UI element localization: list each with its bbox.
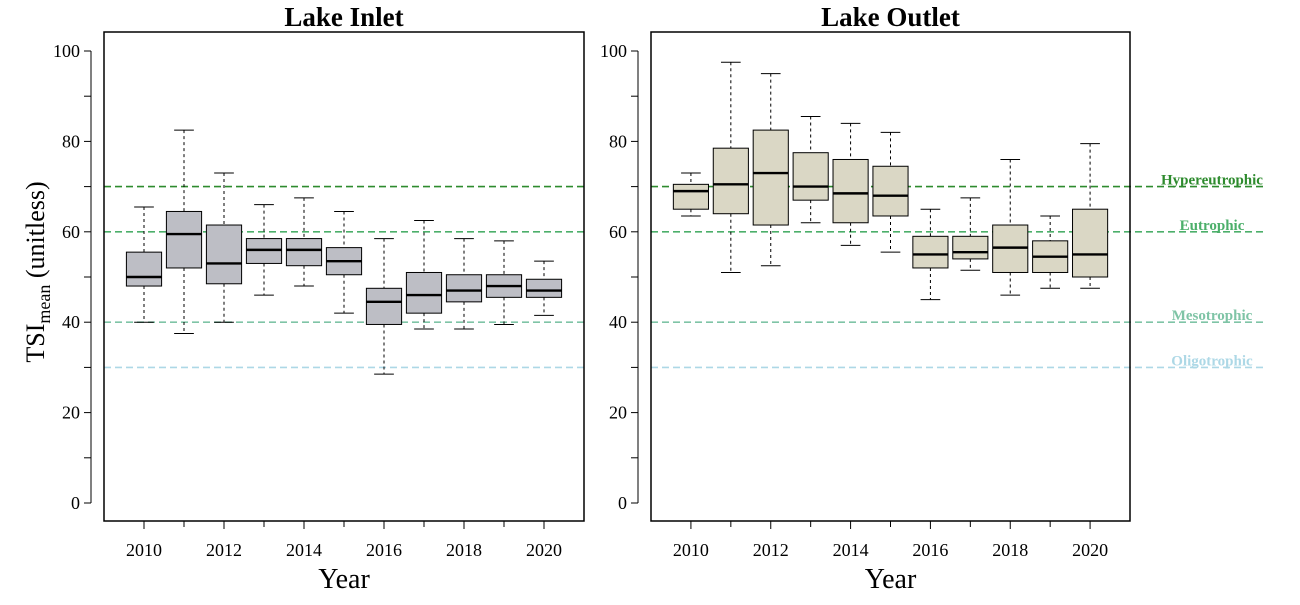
box-iqr bbox=[1072, 208, 1109, 278]
panel-1: Lake Outlet 0 20 40 60 80 100 2010 2012 2014 2016 2… bbox=[600, 2, 1263, 595]
box-iqr bbox=[672, 183, 709, 210]
box-2019 bbox=[1032, 215, 1069, 289]
y-tick-label: 80 bbox=[62, 131, 80, 151]
box-iqr bbox=[872, 165, 909, 217]
box-2018 bbox=[992, 158, 1029, 296]
box-2016 bbox=[912, 208, 949, 301]
y-tick-label: 0 bbox=[71, 493, 80, 513]
trophic-label-mesotrophic: Mesotrophic bbox=[1172, 308, 1253, 324]
box-2014 bbox=[832, 122, 869, 246]
y-tick-label: 20 bbox=[62, 403, 80, 423]
y-tick-label: 60 bbox=[609, 222, 627, 242]
x-tick-label: 2010 bbox=[126, 540, 162, 560]
panel-title: Lake Outlet bbox=[821, 2, 960, 32]
box-iqr bbox=[445, 274, 483, 303]
trophic-label-eutrophic: Eutrophic bbox=[1180, 218, 1245, 234]
box-2013 bbox=[792, 116, 829, 224]
y-tick-label: 60 bbox=[62, 222, 80, 242]
x-tick-label: 2010 bbox=[673, 540, 709, 560]
box-2017 bbox=[405, 220, 443, 330]
box-iqr bbox=[752, 129, 789, 226]
y-tick-label: 40 bbox=[62, 312, 80, 332]
box-iqr bbox=[832, 158, 869, 224]
box-2011 bbox=[712, 61, 749, 273]
box-2010 bbox=[125, 206, 163, 323]
box-iqr bbox=[952, 235, 989, 260]
x-tick-label: 2012 bbox=[206, 540, 242, 560]
x-tick-label: 2020 bbox=[526, 540, 562, 560]
panel-0: Lake Inlet 0 20 40 60 80 100 2010 2012 2014 2016 20… bbox=[53, 2, 585, 595]
x-axis-title: Year bbox=[865, 564, 917, 595]
box-2013 bbox=[245, 204, 283, 296]
box-2015 bbox=[872, 131, 909, 253]
y-axis-title-subscript: mean bbox=[34, 285, 54, 324]
y-tick-label: 80 bbox=[609, 131, 627, 151]
box-iqr bbox=[365, 287, 403, 325]
y-tick-label: 100 bbox=[600, 41, 627, 61]
box-iqr bbox=[792, 152, 829, 201]
box-iqr bbox=[405, 271, 443, 314]
trophic-label-hypereutrophic: Hypereutrophic bbox=[1161, 173, 1263, 189]
y-tick-label: 100 bbox=[53, 41, 80, 61]
box-2016 bbox=[365, 238, 403, 375]
trophic-label-oligotrophic: Oligotrophic bbox=[1171, 353, 1253, 369]
x-tick-label: 2018 bbox=[992, 540, 1028, 560]
x-tick-label: 2014 bbox=[833, 540, 869, 560]
box-2020 bbox=[525, 260, 563, 316]
box-2019 bbox=[485, 240, 523, 325]
box-2010 bbox=[672, 172, 709, 217]
box-2012 bbox=[752, 73, 789, 267]
x-tick-label: 2016 bbox=[366, 540, 402, 560]
box-iqr bbox=[525, 278, 563, 298]
x-tick-label: 2018 bbox=[446, 540, 482, 560]
box-iqr bbox=[205, 224, 243, 285]
y-tick-label: 40 bbox=[609, 312, 627, 332]
box-iqr bbox=[125, 251, 163, 287]
y-axis-title: TSImean (unitless) bbox=[21, 181, 54, 362]
box-iqr bbox=[712, 147, 749, 215]
x-tick-label: 2014 bbox=[286, 540, 322, 560]
y-axis-title-main: TSI bbox=[21, 324, 50, 363]
x-tick-label: 2012 bbox=[753, 540, 789, 560]
box-2020 bbox=[1072, 143, 1109, 289]
box-2012 bbox=[205, 172, 243, 323]
box-iqr bbox=[285, 238, 323, 267]
y-axis-title-unit: (unitless) bbox=[21, 181, 50, 284]
panel-title: Lake Inlet bbox=[284, 2, 403, 32]
box-2015 bbox=[325, 210, 363, 314]
x-tick-label: 2016 bbox=[912, 540, 948, 560]
plot-frame bbox=[650, 31, 1131, 522]
x-axis-title: Year bbox=[318, 564, 370, 595]
y-tick-label: 20 bbox=[609, 403, 627, 423]
x-tick-label: 2020 bbox=[1072, 540, 1108, 560]
box-2011 bbox=[165, 129, 203, 334]
box-2014 bbox=[285, 197, 323, 287]
y-tick-label: 0 bbox=[618, 493, 627, 513]
box-iqr bbox=[165, 210, 203, 269]
box-2018 bbox=[445, 238, 483, 330]
box-2017 bbox=[952, 197, 989, 271]
box-iqr bbox=[912, 235, 949, 269]
